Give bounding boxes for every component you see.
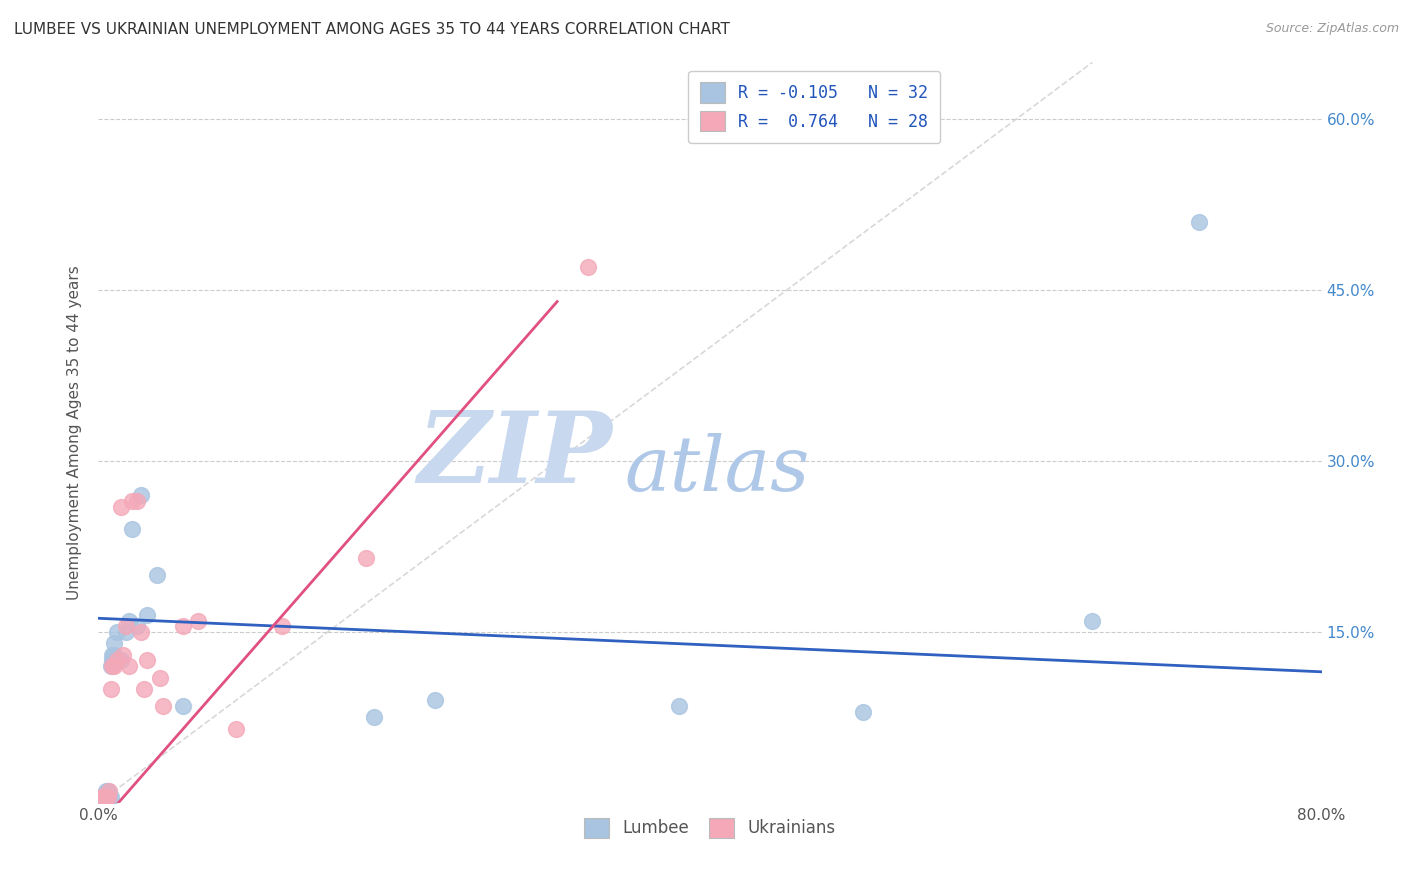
Point [103,659,125,673]
Point [121,523,143,537]
Legend: Lumbee, Ukrainians: Lumbee, Ukrainians [576,809,844,847]
Point [136,653,159,667]
Point [225,722,247,736]
Point [1188,215,1211,229]
Point [136,607,159,622]
Point [100,681,122,696]
Point [90,790,112,805]
Point [101,648,124,662]
Point [91,790,114,805]
Point [187,614,209,628]
Point [172,698,194,713]
Point [129,624,152,639]
Text: atlas: atlas [624,433,810,507]
Point [125,494,148,508]
Point [105,624,128,639]
Point [852,705,875,719]
Point [110,653,132,667]
Point [354,550,377,565]
Text: Source: ZipAtlas.com: Source: ZipAtlas.com [1265,22,1399,36]
Point [118,659,141,673]
Point [149,671,172,685]
Point [363,710,385,724]
Point [93,790,115,805]
Point [110,500,132,514]
Point [90,790,112,805]
Point [1081,614,1104,628]
Point [105,653,128,667]
Point [103,648,125,662]
Point [111,648,134,662]
Point [103,636,125,650]
Point [94,790,117,805]
Point [93,790,115,805]
Point [97,790,120,805]
Text: ZIP: ZIP [418,407,612,503]
Point [129,488,152,502]
Text: LUMBEE VS UKRAINIAN UNEMPLOYMENT AMONG AGES 35 TO 44 YEARS CORRELATION CHART: LUMBEE VS UKRAINIAN UNEMPLOYMENT AMONG A… [14,22,730,37]
Y-axis label: Unemployment Among Ages 35 to 44 years: Unemployment Among Ages 35 to 44 years [67,265,83,600]
Point [576,260,599,275]
Point [115,619,138,633]
Point [91,790,114,805]
Point [91,790,114,805]
Point [101,653,124,667]
Point [97,790,120,805]
Point [152,698,174,713]
Point [172,619,194,633]
Point [101,659,124,673]
Point [668,698,690,713]
Point [94,790,117,805]
Point [100,659,122,673]
Point [134,681,156,696]
Point [118,614,141,628]
Point [98,784,121,798]
Point [94,784,117,798]
Point [270,619,292,633]
Point [115,624,138,639]
Point [93,790,115,805]
Point [121,494,143,508]
Point [125,619,148,633]
Point [98,790,121,805]
Point [97,784,120,798]
Point [423,693,446,707]
Point [94,790,117,805]
Point [100,790,122,805]
Point [145,568,167,582]
